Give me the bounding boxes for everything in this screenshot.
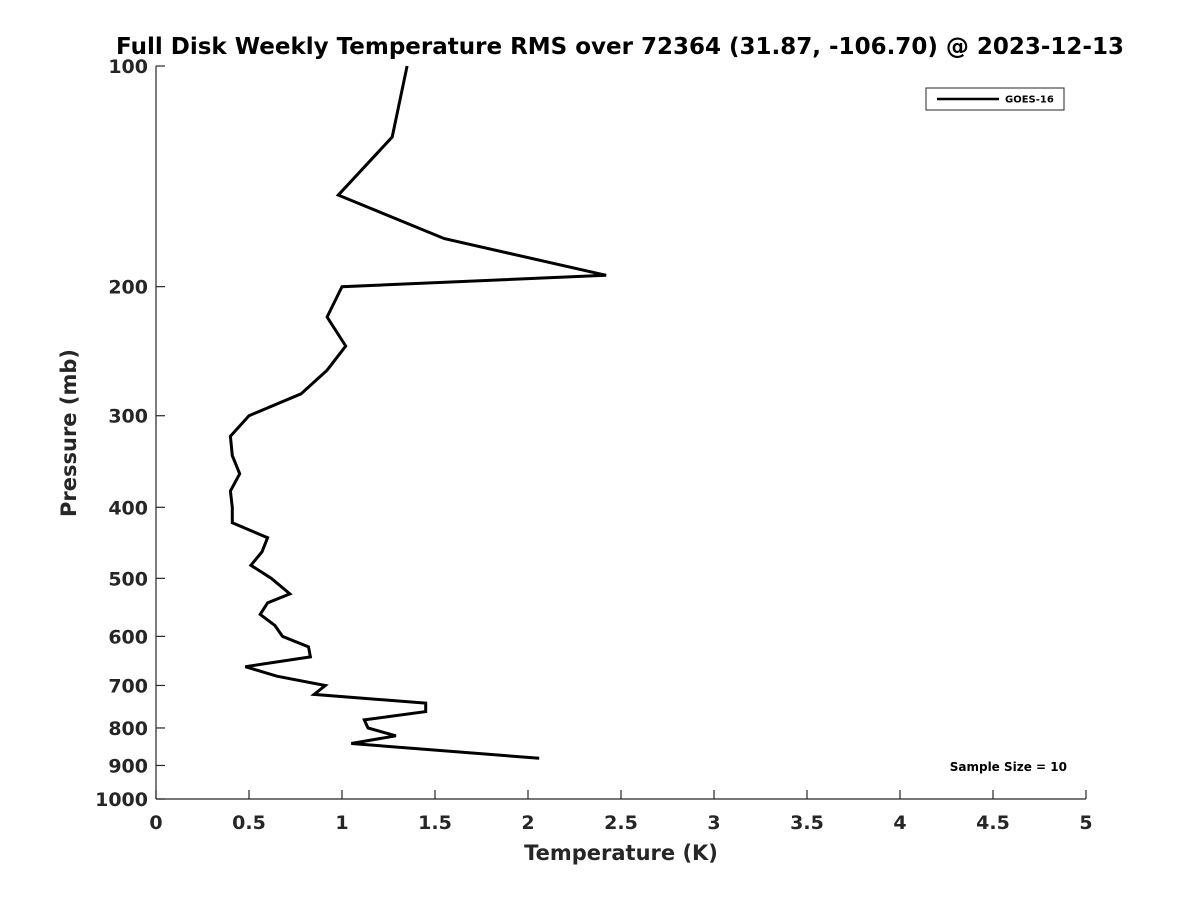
x-tick-label: 5 — [1079, 812, 1092, 834]
axes — [155, 66, 1086, 800]
y-tick-label: 200 — [108, 277, 148, 299]
x-ticks: 0 0.5 1 1.5 2 2.5 3 3.5 4 4.5 5 — [149, 790, 1093, 834]
x-tick-label: 3 — [707, 812, 720, 834]
series-line-goes-16 — [228, 65, 607, 760]
y-tick-label: 600 — [108, 626, 148, 648]
y-tick-label: 100 — [108, 56, 148, 78]
legend-label-goes-16: GOES-16 — [1005, 95, 1054, 106]
series-layer — [228, 65, 607, 760]
x-tick-label: 2.5 — [604, 812, 638, 834]
y-tick-label: 800 — [108, 718, 148, 740]
x-tick-label: 2 — [521, 812, 534, 834]
legend: GOES-16 — [925, 87, 1065, 111]
sample-size-annotation: Sample Size = 10 — [950, 760, 1067, 774]
y-tick-label: 700 — [108, 675, 148, 697]
x-tick-label: 4.5 — [976, 812, 1010, 834]
x-tick-label: 4 — [893, 812, 906, 834]
y-tick-label: 300 — [108, 406, 148, 428]
y-axis-label: Pressure (mb) — [57, 349, 81, 517]
x-tick-label: 0 — [149, 812, 162, 834]
y-tick-label: 900 — [108, 755, 148, 777]
x-tick-label: 1 — [335, 812, 348, 834]
y-tick-label: 1000 — [95, 789, 148, 811]
x-tick-label: 1.5 — [418, 812, 452, 834]
x-axis-label: Temperature (K) — [524, 841, 718, 865]
y-tick-label: 500 — [108, 568, 148, 590]
x-tick-label: 3.5 — [790, 812, 824, 834]
chart-title: Full Disk Weekly Temperature RMS over 72… — [116, 34, 1124, 60]
y-tick-label: 400 — [108, 497, 148, 519]
y-ticks: 100 200 300 400 500 600 700 800 900 1000 — [95, 56, 165, 811]
x-tick-label: 0.5 — [232, 812, 266, 834]
